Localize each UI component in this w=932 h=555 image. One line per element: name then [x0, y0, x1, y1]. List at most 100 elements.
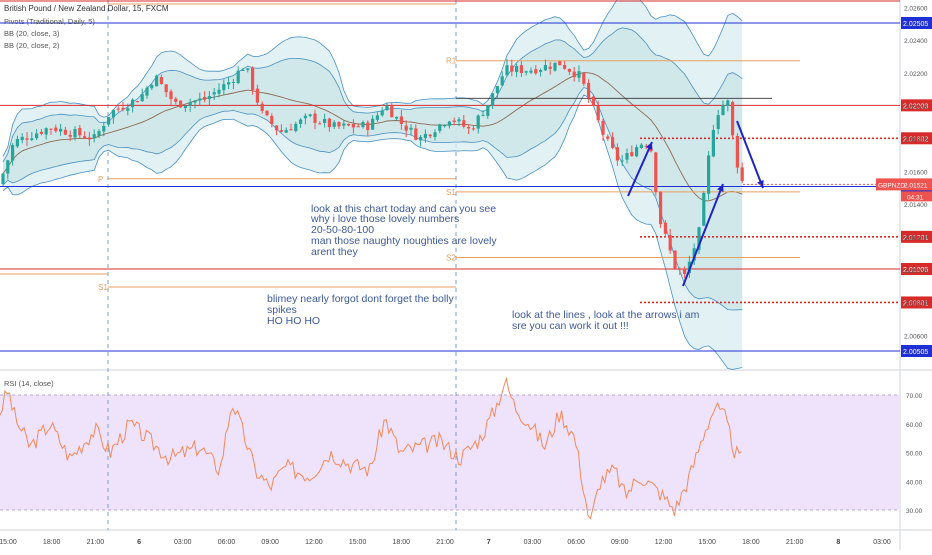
- candle-body: [467, 126, 471, 129]
- candle-body: [327, 118, 331, 128]
- candle-body: [572, 71, 576, 78]
- candle-body: [107, 117, 111, 125]
- current-symbol: GBPNZD: [878, 182, 905, 189]
- candle-body: [567, 68, 571, 72]
- candle-body: [116, 108, 120, 110]
- candle-body: [361, 122, 365, 128]
- candle-body: [150, 85, 154, 89]
- level-price-tag: [901, 132, 932, 145]
- candle-body: [606, 136, 610, 139]
- candle-body: [601, 121, 605, 135]
- symbol-title: British Pound / New Zealand Dollar, 15, …: [4, 4, 169, 13]
- countdown: 04:31: [907, 194, 924, 201]
- candle-body: [155, 75, 159, 87]
- note3-line1: look at the lines , look at the arrows i…: [512, 309, 700, 321]
- candle-body: [577, 71, 581, 78]
- candle-body: [111, 109, 115, 118]
- candle-body: [433, 132, 437, 137]
- price-tick: 2.02200: [904, 71, 928, 78]
- candle-body: [582, 72, 586, 84]
- candle-body: [198, 98, 202, 101]
- candle-body: [625, 153, 629, 160]
- candle-body: [563, 65, 567, 69]
- candle-body: [716, 115, 720, 129]
- candle-body: [639, 144, 643, 149]
- candle-body: [347, 123, 351, 126]
- time-tick: 15:00: [698, 539, 716, 546]
- bb-line: [2, 94, 743, 370]
- candle-body: [635, 147, 639, 157]
- candle-body: [236, 70, 240, 84]
- pivot-label: S1: [98, 283, 108, 292]
- level-price-label: 2.02003: [903, 103, 928, 110]
- price-tick: 2.01400: [904, 202, 928, 209]
- countdown-tag: [901, 191, 932, 202]
- candle-body: [92, 134, 96, 139]
- candle-body: [663, 222, 667, 234]
- candle-body: [543, 65, 547, 71]
- candle-body: [404, 125, 408, 131]
- candle-body: [126, 108, 130, 111]
- candles: [1, 59, 744, 279]
- time-tick: 18:00: [43, 539, 61, 546]
- candle-body: [169, 91, 173, 100]
- note2-line2: spikes: [267, 304, 297, 316]
- note1-line4: man those naughty noughties are lovely: [311, 235, 497, 247]
- candle-body: [697, 227, 701, 250]
- candle-body: [255, 88, 259, 103]
- drawn-arrows[interactable]: [627, 120, 764, 287]
- candle-body: [471, 128, 475, 130]
- candle-body: [183, 105, 187, 109]
- candle-body: [246, 68, 250, 70]
- level-price-tag: [901, 17, 932, 29]
- candle-body: [591, 96, 595, 106]
- arrow-up-right[interactable]: [682, 183, 724, 287]
- candle-body: [140, 94, 144, 102]
- candle-body: [486, 105, 490, 116]
- candle-body: [630, 152, 634, 157]
- level-price-tag: [901, 263, 932, 275]
- time-tick: 15:00: [349, 539, 367, 546]
- candle-body: [683, 268, 687, 274]
- candle-body: [596, 106, 600, 121]
- candle-body: [145, 87, 149, 96]
- level-price-label: 2.01005: [903, 267, 928, 274]
- candle-body: [279, 130, 283, 132]
- indicator-bb-3: BB (20, close, 3): [4, 29, 60, 38]
- level-price-tag: [901, 345, 932, 357]
- candle-body: [500, 76, 504, 86]
- candle-body: [452, 120, 456, 122]
- price-tick: 2.01800: [904, 137, 928, 144]
- candle-body: [20, 136, 24, 141]
- time-tick: 09:00: [261, 539, 279, 546]
- candle-body: [495, 86, 499, 94]
- time-tick: 21:00: [87, 539, 105, 546]
- candle-body: [275, 125, 279, 131]
- time-tick: 7: [487, 539, 491, 546]
- candle-body: [414, 128, 418, 140]
- time-tick: 09:00: [611, 539, 629, 546]
- candle-body: [611, 137, 615, 148]
- candle-body: [222, 84, 226, 91]
- candle-body: [707, 155, 711, 194]
- level-price-label: 2.01201: [903, 235, 928, 242]
- arrow-up-left[interactable]: [627, 141, 653, 197]
- arrow-up-right-head: [717, 184, 724, 192]
- arrow-down[interactable]: [736, 120, 764, 189]
- level-price-label: 2.00801: [903, 300, 928, 307]
- candle-body: [265, 110, 269, 116]
- rsi-series: [0, 376, 742, 520]
- candle-body: [395, 116, 399, 119]
- candle-body: [318, 123, 322, 125]
- note2-line3: HO HO HO: [267, 315, 320, 327]
- level-price-label: 2.02505: [903, 21, 928, 28]
- candle-body: [534, 69, 538, 74]
- rsi-label: RSI (14, close): [4, 379, 54, 388]
- candle-body: [231, 81, 235, 83]
- pivot-label: P: [98, 175, 103, 184]
- time-tick: 03:00: [174, 539, 192, 546]
- candle-body: [59, 128, 63, 132]
- time-tick: 21:00: [436, 539, 454, 546]
- candle-body: [428, 134, 432, 137]
